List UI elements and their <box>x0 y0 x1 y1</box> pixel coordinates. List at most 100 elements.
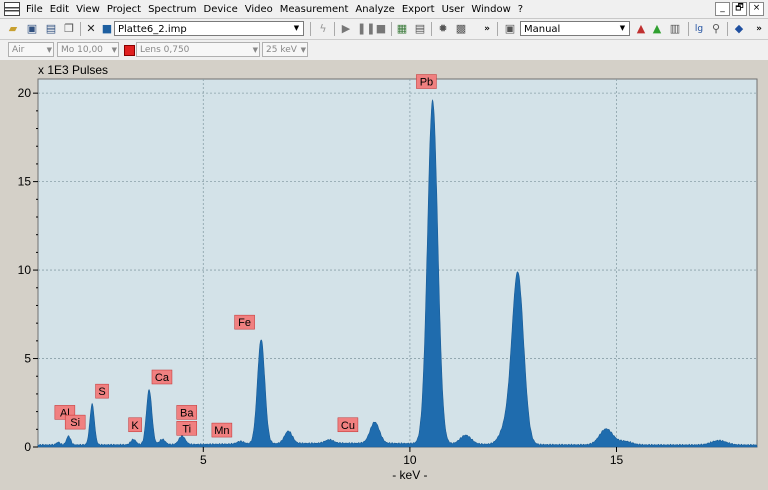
menu-analyze[interactable]: Analyze <box>355 3 395 15</box>
settings-toolbar: Air ▼ Mo 10,00 µm ▼ Lens 0,750 ▼ 25 keV … <box>0 40 768 69</box>
element-label-fe: Fe <box>234 314 255 330</box>
minimize-button[interactable]: _ <box>715 2 730 16</box>
element-label-text: Mn <box>214 425 229 437</box>
menu-device[interactable]: Device <box>203 3 238 15</box>
voltage-value: 25 keV <box>266 45 297 55</box>
toolbar-separator <box>334 22 335 36</box>
menu-spectrum[interactable]: Spectrum <box>148 3 197 15</box>
element-label-text: Si <box>70 417 80 429</box>
menu-file[interactable]: File <box>26 3 43 15</box>
element-label-box <box>128 417 142 433</box>
y-axis-unit: x 1E3 Pulses <box>38 63 108 77</box>
window-controls: _ 🗗 × <box>715 2 764 16</box>
element-label-text: Pb <box>420 77 433 89</box>
chevron-down-icon: ▼ <box>252 46 258 54</box>
element-label-text: Cu <box>341 420 355 432</box>
element-label-box <box>211 422 233 438</box>
toolbar-overflow-icon[interactable]: » <box>756 24 762 34</box>
element-label-box <box>64 414 86 430</box>
element-label-text: Ba <box>180 407 194 419</box>
element-label-box <box>95 383 109 399</box>
gear-icon[interactable]: ✹ <box>438 22 448 35</box>
element-label-k: K <box>128 417 142 433</box>
plot-background <box>37 78 758 448</box>
spectrum-series <box>37 99 758 448</box>
grid-lines <box>38 79 757 447</box>
menu-export[interactable]: Export <box>401 3 435 15</box>
copy-icon[interactable]: ❐ <box>64 22 74 35</box>
atmosphere-select[interactable]: Air ▼ <box>8 42 54 57</box>
x-tick-label: 10 <box>403 453 417 467</box>
chevron-down-icon[interactable]: ▼ <box>293 24 300 32</box>
menu-project[interactable]: Project <box>106 3 142 15</box>
element-label-si: Si <box>64 414 86 430</box>
open-folder-icon[interactable]: ▰ <box>8 22 18 35</box>
menu-window[interactable]: Window <box>471 3 511 15</box>
y-tick-label: 0 <box>24 440 31 454</box>
optics-select[interactable]: Lens 0,750 ▼ <box>136 42 260 57</box>
element-label-box <box>234 314 255 330</box>
toolbar-separator <box>431 22 432 36</box>
optics-value: Lens 0,750 <box>140 45 190 55</box>
element-label-text: Fe <box>238 317 251 329</box>
y-tick-label: 5 <box>24 352 31 366</box>
element-label-text: Al <box>60 407 70 419</box>
menu-edit[interactable]: Edit <box>49 3 70 15</box>
element-label-box <box>151 369 173 385</box>
zoom-icon[interactable]: ⚲ <box>711 22 721 35</box>
log-scale-icon[interactable]: lg <box>694 24 704 34</box>
menu-help[interactable]: ? <box>517 3 524 15</box>
element-label-text: Ca <box>155 372 170 384</box>
peaks-red-icon[interactable]: ▲ <box>636 22 646 35</box>
app-menu-icon[interactable] <box>4 2 20 16</box>
restore-button[interactable]: 🗗 <box>732 2 747 16</box>
grid-icon[interactable]: ▩ <box>455 22 467 35</box>
close-spectrum-icon[interactable]: ✕ <box>86 22 96 35</box>
stop-icon[interactable]: ■ <box>375 22 387 35</box>
toolbar-separator <box>497 22 498 36</box>
menu-bar: File Edit View Project Spectrum Device V… <box>0 0 768 19</box>
element-label-ca: Ca <box>151 369 173 385</box>
lightning-icon[interactable]: ϟ <box>319 22 327 35</box>
menu-measurement[interactable]: Measurement <box>279 3 349 15</box>
pause-icon[interactable]: ❚❚ <box>357 22 376 35</box>
play-icon[interactable]: ▶ <box>341 22 351 35</box>
spectrum-chart-area[interactable]: 5 10 15 0 5 10 15 20 x 1E3 Pulses - keV - Al Si S… <box>0 61 768 487</box>
toolbar-separator <box>310 22 311 36</box>
toolbar-separator <box>391 22 392 36</box>
spectrum-file-value: Platte6_2.imp <box>118 24 187 35</box>
save-icon[interactable]: ▣ <box>26 22 38 35</box>
element-label-s: S <box>95 383 109 399</box>
chevron-down-icon[interactable]: ▼ <box>619 24 626 32</box>
element-label-text: K <box>131 420 139 432</box>
document-icon[interactable]: ▤ <box>414 22 426 35</box>
navigate-icon[interactable]: ◆ <box>734 22 744 35</box>
y-tick-label: 10 <box>18 263 32 277</box>
x-tick-label: 15 <box>610 453 624 467</box>
voltage-select[interactable]: 25 keV ▼ <box>262 42 308 57</box>
screen-icon[interactable]: ▦ <box>396 22 408 35</box>
close-button[interactable]: × <box>749 2 764 16</box>
element-label-ba: Ba <box>176 405 198 420</box>
x-axis-label: - keV - <box>392 468 427 482</box>
toolbar-separator <box>727 22 728 36</box>
element-label-text: S <box>98 386 105 398</box>
peaks-green-icon[interactable]: ▲ <box>652 22 662 35</box>
chevron-down-icon: ▼ <box>300 46 306 54</box>
tube-filter-select[interactable]: Mo 10,00 µm ▼ <box>57 42 119 69</box>
toolbar-overflow-icon[interactable]: » <box>484 24 490 34</box>
element-label-box <box>416 74 437 89</box>
mode-icon: ▣ <box>504 22 516 35</box>
save-as-icon[interactable]: ▤ <box>45 22 57 35</box>
mode-select[interactable]: Manual ▼ <box>520 21 630 36</box>
element-label-cu: Cu <box>337 417 359 433</box>
element-label-box <box>176 421 198 436</box>
menu-view[interactable]: View <box>76 3 100 15</box>
menu-user[interactable]: User <box>441 3 465 15</box>
axes: 5 10 15 0 5 10 15 20 <box>18 86 624 467</box>
menu-video[interactable]: Video <box>244 3 273 15</box>
spectrum-file-select[interactable]: Platte6_2.imp ▼ <box>114 21 304 36</box>
element-label-mn: Mn <box>211 422 233 438</box>
table-icon[interactable]: ▥ <box>669 22 681 35</box>
